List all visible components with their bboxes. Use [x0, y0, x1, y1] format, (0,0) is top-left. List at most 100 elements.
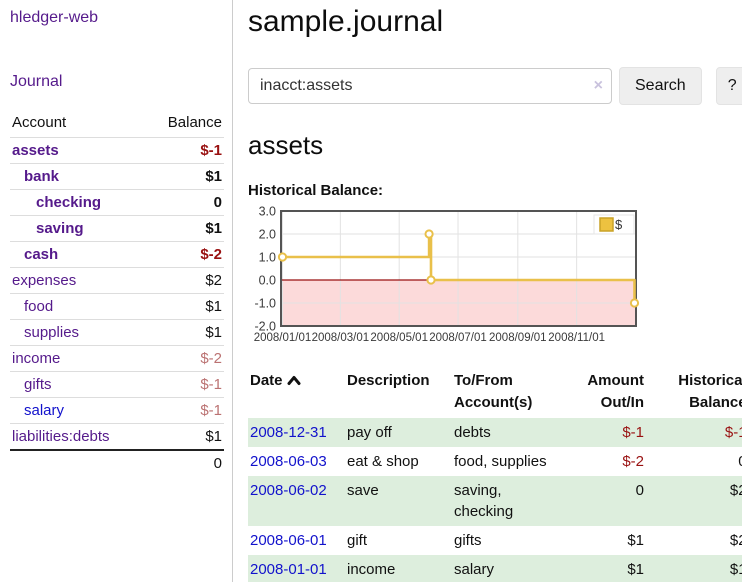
transaction-balance: $2: [729, 531, 742, 549]
svg-text:2008/05/01: 2008/05/01: [370, 332, 428, 344]
search-form: × Search ?: [248, 67, 742, 105]
transaction-accounts: gifts: [454, 531, 482, 549]
transaction-amount: 0: [635, 481, 644, 499]
account-row: food $1: [10, 293, 224, 320]
svg-text:-1.0: -1.0: [254, 297, 276, 311]
transaction-description: income: [347, 560, 396, 578]
account-balance: 0: [146, 189, 224, 216]
account-balance: $1: [146, 423, 224, 450]
accounts-total-row: 0: [10, 449, 224, 476]
transaction-amount: $-1: [622, 423, 644, 441]
account-link[interactable]: salary: [24, 402, 65, 419]
register-row: 2008-12-31 pay off debts $-1 $-1: [248, 417, 742, 447]
account-link[interactable]: cash: [24, 246, 59, 263]
transaction-date-link[interactable]: 2008-06-02: [250, 481, 327, 499]
transaction-date-link[interactable]: 2008-01-01: [250, 560, 327, 578]
search-button[interactable]: Search: [619, 67, 702, 105]
register-row: 2008-06-03 eat & shop food, supplies $-20: [248, 447, 742, 476]
sidebar: hledger-web Journal Account Balance asse…: [0, 0, 233, 582]
account-balance: $-2: [146, 241, 224, 268]
account-link[interactable]: food: [24, 298, 54, 315]
account-row: bank $1: [10, 163, 224, 190]
svg-text:3.0: 3.0: [259, 206, 276, 219]
account-balance: $1: [146, 163, 224, 190]
register-header-balance: Historical Balance: [678, 372, 742, 411]
svg-text:-2.0: -2.0: [254, 320, 276, 334]
register-row: 2008-06-02 save saving, checking 0 $2: [248, 475, 742, 526]
account-link[interactable]: income: [12, 350, 61, 367]
svg-text:2008/07/01: 2008/07/01: [429, 332, 487, 344]
transaction-accounts: saving, checking: [454, 481, 514, 520]
historical-balance-chart: $3.0 2.0 1.0 0.0 -1.0 -2.0 2008/01/01 2008/03/0…: [248, 205, 742, 351]
sort-asc-icon: [287, 371, 301, 393]
account-row: cash $-2: [10, 241, 224, 268]
account-link[interactable]: supplies: [24, 324, 80, 341]
accounts-total: 0: [146, 449, 224, 476]
account-row: liabilities:debts $1: [10, 423, 224, 450]
transaction-balance: $2: [729, 481, 742, 499]
account-balance: $-2: [146, 345, 224, 372]
clear-search-icon[interactable]: ×: [593, 77, 603, 94]
account-balance: $-1: [146, 397, 224, 424]
accounts-table: Account Balance assets $-1 bank $1 checking 0…: [10, 111, 224, 476]
transaction-date-link[interactable]: 2008-06-03: [250, 452, 327, 470]
register-row: 2008-01-01 income salary $1 $1: [248, 554, 742, 582]
account-balance: $1: [146, 319, 224, 346]
transaction-accounts: salary: [454, 560, 495, 578]
register-header-description: Description: [347, 372, 430, 389]
accounts-header-balance: Balance: [167, 114, 222, 131]
account-link[interactable]: liabilities:debts: [12, 428, 110, 445]
help-button[interactable]: ?: [715, 67, 742, 105]
transaction-balance: $1: [729, 560, 742, 578]
register-header-accounts: To/From Account(s): [454, 372, 533, 411]
account-balance: $-1: [146, 137, 224, 164]
transaction-amount: $1: [627, 560, 644, 578]
account-balance: $1: [146, 293, 224, 320]
transaction-description: save: [347, 481, 379, 499]
transaction-balance: $-1: [724, 423, 742, 441]
account-balance: $1: [146, 215, 224, 242]
transaction-description: pay off: [347, 423, 392, 441]
register-row: 2008-06-01 gift gifts $1 $2: [248, 526, 742, 555]
account-heading: assets: [248, 130, 324, 160]
account-balance: $2: [146, 267, 224, 294]
account-link[interactable]: expenses: [12, 272, 77, 289]
svg-text:1.0: 1.0: [259, 251, 276, 265]
transaction-date-link[interactable]: 2008-12-31: [250, 423, 327, 441]
account-link[interactable]: checking: [36, 194, 102, 211]
accounts-header-account: Account: [12, 114, 67, 131]
transaction-balance: 0: [646, 447, 742, 476]
chart-legend-label: $: [615, 217, 623, 232]
main-content: sample.journal × Search ? assets Histori…: [233, 0, 742, 582]
page-title: sample.journal: [248, 5, 444, 38]
account-row: checking 0: [10, 189, 224, 216]
account-balance: $-1: [146, 371, 224, 398]
search-input[interactable]: [248, 68, 612, 104]
chart-title: Historical Balance:: [248, 182, 384, 199]
register-header-amount: Amount Out/In: [587, 372, 644, 411]
account-row: salary $-1: [10, 397, 224, 424]
account-row: saving $1: [10, 215, 224, 242]
account-link[interactable]: gifts: [24, 376, 52, 393]
transaction-accounts: food, supplies: [454, 452, 547, 470]
svg-text:0.0: 0.0: [259, 274, 276, 288]
account-link[interactable]: saving: [36, 220, 84, 237]
transaction-accounts: debts: [454, 423, 491, 441]
svg-text:2008/09/01: 2008/09/01: [489, 332, 547, 344]
register-header-date[interactable]: Date: [248, 368, 345, 418]
account-row: expenses $2: [10, 267, 224, 294]
account-link[interactable]: bank: [24, 168, 60, 185]
transaction-amount: $-2: [622, 452, 644, 470]
sidebar-item-journal[interactable]: Journal: [10, 73, 63, 90]
transaction-date-link[interactable]: 2008-06-01: [250, 531, 327, 549]
app-title-link[interactable]: hledger-web: [10, 9, 99, 26]
svg-text:2.0: 2.0: [259, 228, 276, 242]
account-link[interactable]: assets: [12, 142, 59, 159]
transaction-amount: $1: [627, 531, 644, 549]
account-row: gifts $-1: [10, 371, 224, 398]
transaction-description: gift: [347, 531, 368, 549]
register-table: Date Description To/From Account(s) Amou…: [248, 368, 742, 582]
account-row: income $-2: [10, 345, 224, 372]
account-row: supplies $1: [10, 319, 224, 346]
